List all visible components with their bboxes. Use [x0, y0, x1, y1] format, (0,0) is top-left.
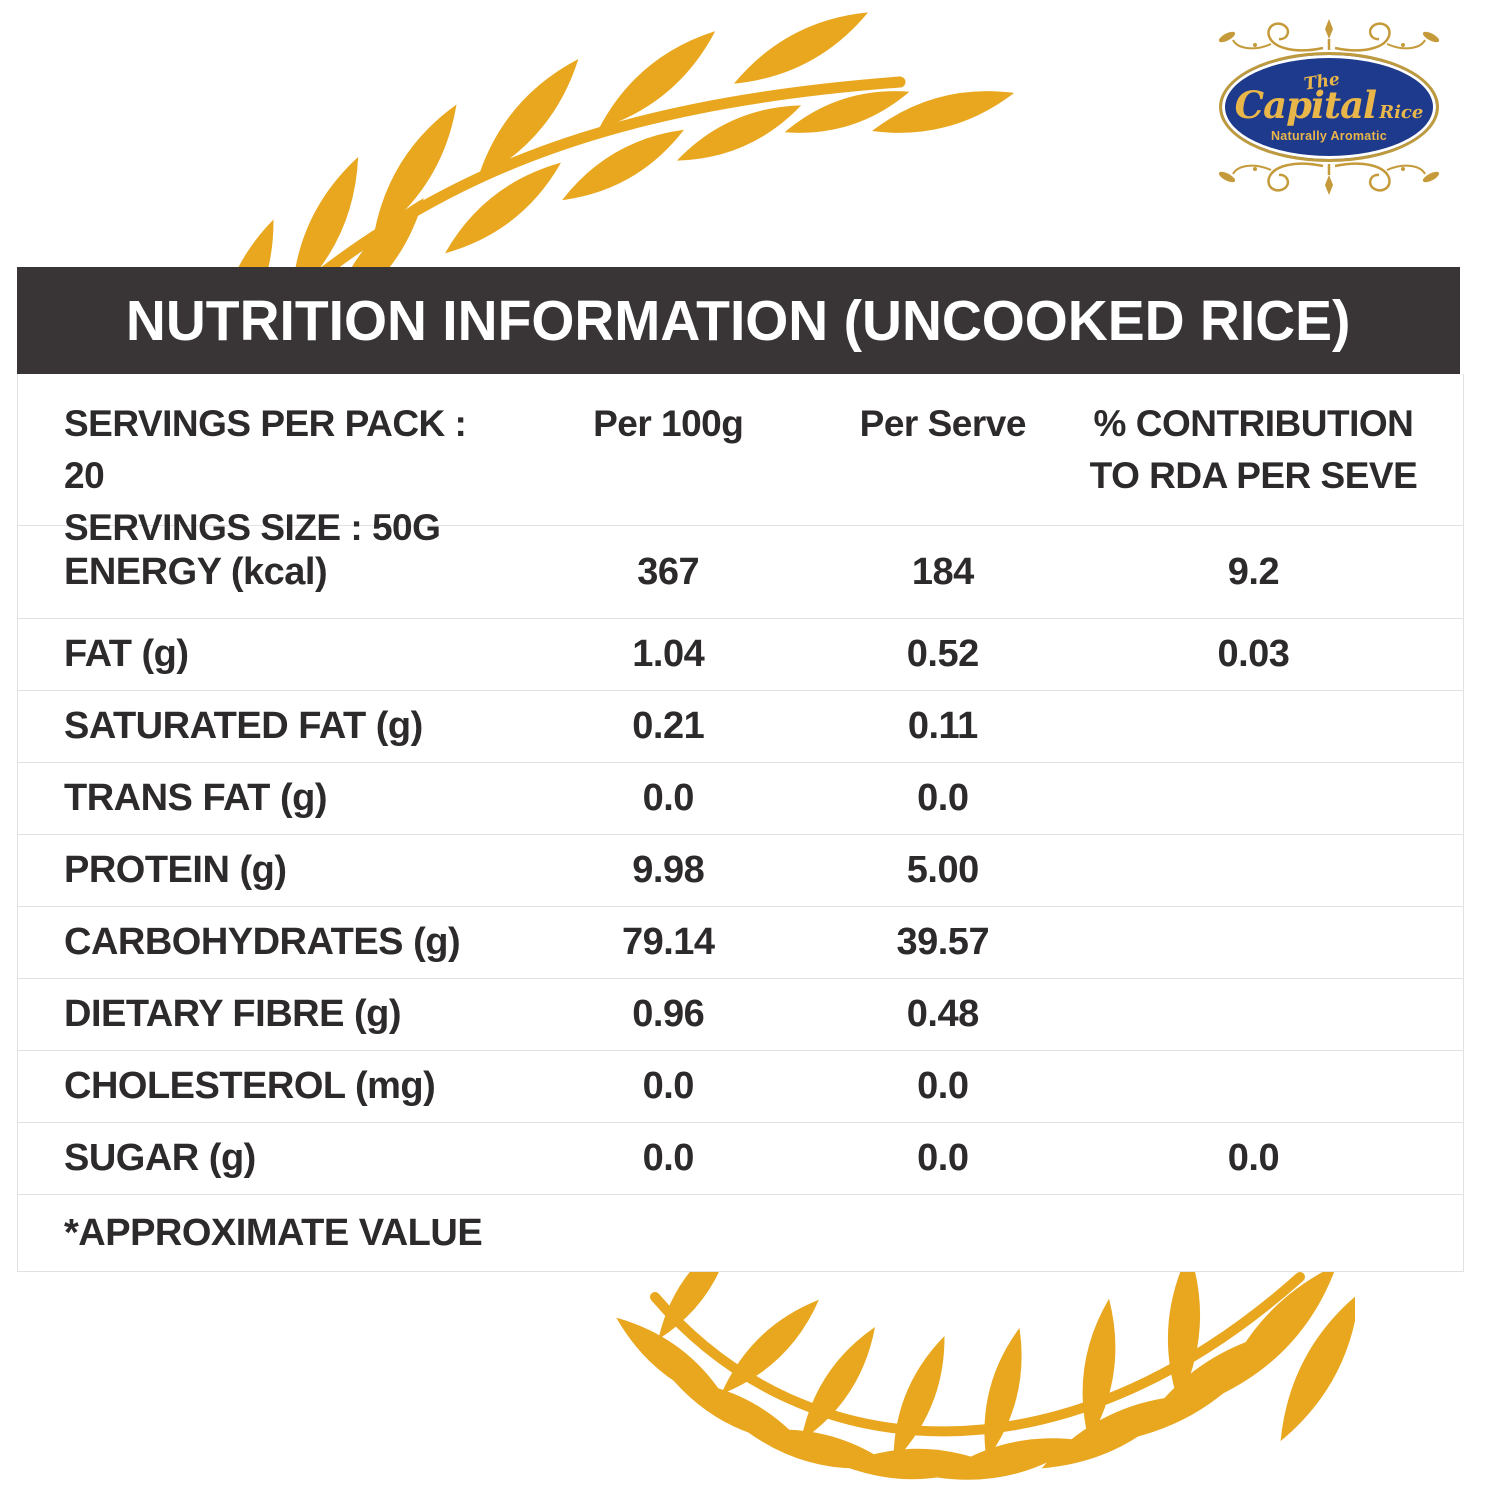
servings-per-pack: SERVINGS PER PACK : 20: [64, 403, 467, 496]
row-label: SATURATED FAT (g): [64, 705, 423, 747]
wheat-wreath-bottom-decoration: [607, 1252, 1355, 1493]
value-per-serve: 39.57: [896, 921, 990, 963]
brand-tagline: Naturally Aromatic: [1270, 128, 1388, 143]
value-per-100g: 367: [637, 550, 700, 593]
value-per-serve: 0.52: [906, 633, 979, 675]
page-title: NUTRITION INFORMATION (UNCOOKED RICE): [126, 288, 1351, 353]
servings-size: SERVINGS SIZE : 50G: [64, 507, 441, 548]
wheat-branch-top-decoration: [201, 0, 1019, 290]
row-label: PROTEIN (g): [64, 849, 287, 891]
column-header-rda: % CONTRIBUTION TO RDA PER SEVE: [1044, 374, 1463, 502]
value-per-100g: 0.0: [642, 1065, 695, 1107]
row-label: CHOLESTEROL (mg): [64, 1065, 436, 1107]
table-row: TRANS FAT (g) 0.0 0.0: [18, 762, 1463, 834]
table-row: CARBOHYDRATES (g) 79.14 39.57: [18, 906, 1463, 978]
value-per-100g: 0.96: [632, 993, 705, 1035]
value-per-serve: 184: [911, 550, 974, 593]
table-row: SATURATED FAT (g) 0.21 0.11: [18, 690, 1463, 762]
brand-name-main: Capital: [1234, 82, 1377, 127]
brand-logo: The Capital Rice Naturally Aromatic: [1203, 14, 1455, 200]
rda-header-line2: TO RDA PER SEVE: [1089, 455, 1418, 496]
value-per-100g: 0.0: [642, 1137, 695, 1179]
value-per-100g: 79.14: [621, 921, 715, 963]
column-header-per-serve: Per Serve: [859, 403, 1027, 444]
value-per-100g: 0.0: [642, 777, 695, 819]
row-label: FAT (g): [64, 633, 189, 675]
table-row: DIETARY FIBRE (g) 0.96 0.48: [18, 978, 1463, 1050]
value-per-serve: 0.48: [906, 993, 979, 1035]
servings-header: SERVINGS PER PACK : 20 SERVINGS SIZE : 5…: [18, 374, 495, 554]
table-row: CHOLESTEROL (mg) 0.0 0.0: [18, 1050, 1463, 1122]
row-label: SUGAR (g): [64, 1137, 256, 1179]
rda-header-line1: % CONTRIBUTION: [1093, 403, 1414, 444]
row-label: TRANS FAT (g): [64, 777, 327, 819]
brand-name-row: Capital Rice: [1235, 83, 1424, 127]
value-rda: 0.03: [1217, 633, 1290, 675]
column-header-per-100g: Per 100g: [593, 403, 744, 444]
row-label: CARBOHYDRATES (g): [64, 921, 461, 963]
value-per-serve: 5.00: [906, 849, 979, 891]
value-per-100g: 1.04: [632, 633, 705, 675]
value-per-serve: 0.11: [907, 705, 978, 747]
value-per-100g: 9.98: [632, 849, 705, 891]
table-row: ENERGY (kcal) 367 184 9.2: [18, 525, 1463, 618]
brand-name-suffix: Rice: [1379, 101, 1424, 123]
flourish-top-icon: [1218, 19, 1440, 52]
table-row: FAT (g) 1.04 0.52 0.03: [18, 618, 1463, 690]
table-row: SUGAR (g) 0.0 0.0 0.0: [18, 1122, 1463, 1194]
logo-oval: The Capital Rice Naturally Aromatic: [1219, 52, 1439, 162]
value-rda: 0.0: [1227, 1137, 1280, 1179]
value-per-serve: 0.0: [917, 1137, 969, 1179]
footnote: *APPROXIMATE VALUE: [18, 1194, 1463, 1271]
flourish-bottom-icon: [1218, 162, 1440, 195]
nutrition-table: SERVINGS PER PACK : 20 SERVINGS SIZE : 5…: [17, 374, 1464, 1272]
value-per-100g: 0.21: [632, 705, 705, 747]
value-rda: 9.2: [1227, 550, 1280, 593]
row-label: ENERGY (kcal): [64, 550, 328, 593]
value-per-serve: 0.0: [917, 1065, 969, 1107]
value-per-serve: 0.0: [917, 777, 969, 819]
title-bar: NUTRITION INFORMATION (UNCOOKED RICE): [17, 267, 1460, 374]
table-row: PROTEIN (g) 9.98 5.00: [18, 834, 1463, 906]
table-header-row: SERVINGS PER PACK : 20 SERVINGS SIZE : 5…: [18, 374, 1463, 548]
row-label: DIETARY FIBRE (g): [64, 993, 402, 1035]
